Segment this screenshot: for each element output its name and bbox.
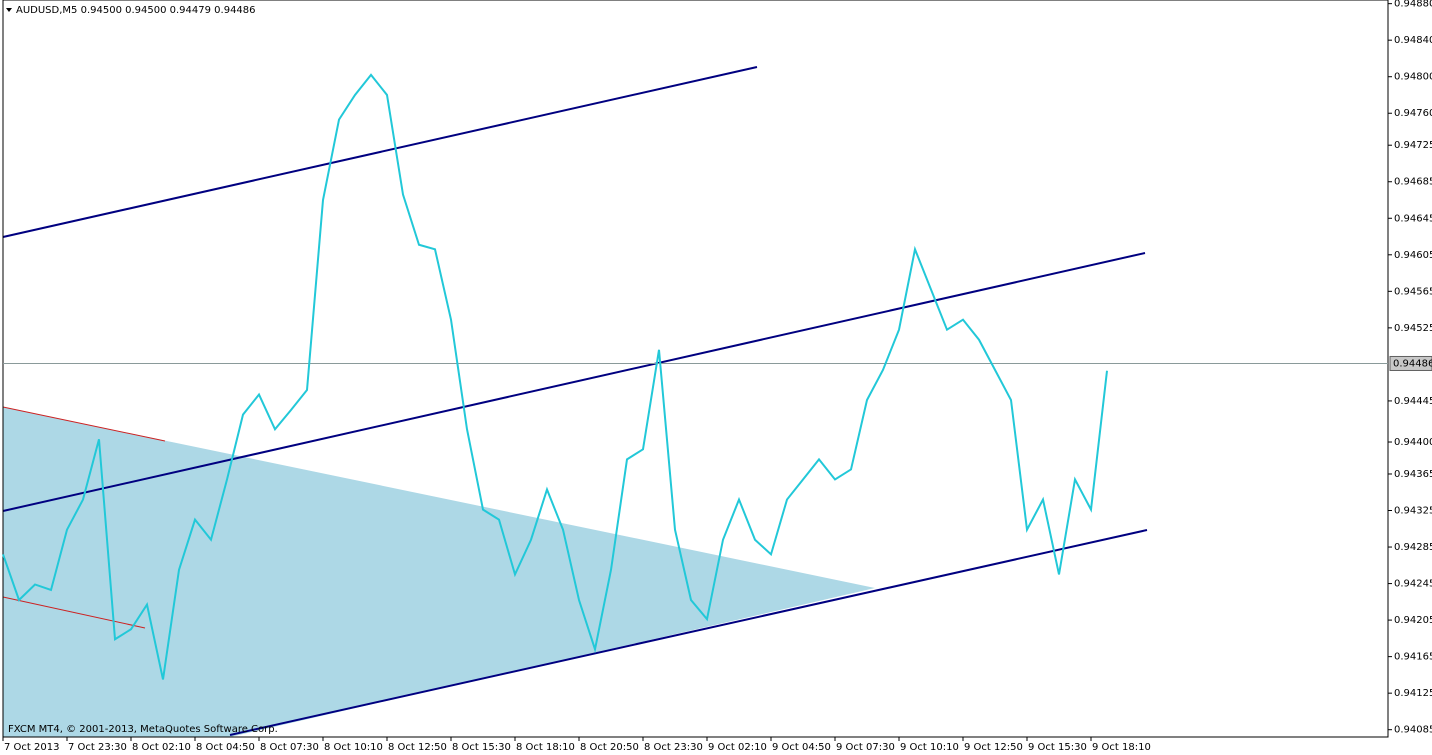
x-tick-label: 8 Oct 02:10 — [132, 742, 191, 753]
x-tick-label: 8 Oct 15:30 — [452, 742, 511, 753]
price-line — [2, 73, 1108, 680]
y-tick-label: 0.94085 — [1394, 725, 1432, 736]
y-tick-label: 0.94325 — [1394, 506, 1432, 517]
y-tick-label: 0.94245 — [1394, 579, 1432, 590]
shaded-triangle — [3, 407, 875, 737]
footer: FXCM MT4, © 2001-2013, MetaQuotes Softwa… — [8, 724, 278, 735]
x-tick-label: 8 Oct 07:30 — [260, 742, 319, 753]
y-tick-label: 0.94645 — [1394, 213, 1432, 224]
red-line — [2, 406, 166, 442]
x-tick-label: 8 Oct 04:50 — [196, 742, 255, 753]
x-tick-label: 7 Oct 2013 — [4, 742, 59, 753]
y-tick-label: 0.94165 — [1394, 652, 1432, 663]
y-tick-label: 0.94525 — [1394, 323, 1432, 334]
y-tick-label: 0.94400 — [1394, 437, 1432, 448]
chart-title: AUDUSD,M5 0.94500 0.94500 0.94479 0.9448… — [16, 5, 256, 16]
red-line — [2, 596, 146, 629]
current-price-box — [1389, 355, 1432, 371]
y-tick-label: 0.94565 — [1394, 286, 1432, 297]
x-tick-label: 9 Oct 15:30 — [1028, 742, 1087, 753]
y-tick-label: 0.94365 — [1394, 469, 1432, 480]
y-tick-label: 0.94445 — [1394, 396, 1432, 407]
x-tick-label: 9 Oct 10:10 — [900, 742, 959, 753]
y-tick-label: 0.94760 — [1394, 108, 1432, 119]
y-tick-label: 0.94205 — [1394, 615, 1432, 626]
x-tick-label: 9 Oct 07:30 — [836, 742, 895, 753]
menu-arrow — [6, 8, 12, 12]
x-tick-label: 8 Oct 23:30 — [644, 742, 703, 753]
y-tick-label: 0.94725 — [1394, 140, 1432, 151]
x-tick-label: 8 Oct 12:50 — [388, 742, 447, 753]
y-tick-label: 0.94605 — [1394, 250, 1432, 261]
current-price-label: 0.94486 — [1393, 358, 1432, 369]
y-tick-label: 0.94840 — [1394, 35, 1432, 46]
channel-line — [229, 529, 1148, 736]
y-tick-label: 0.94880 — [1394, 0, 1432, 10]
x-tick-label: 9 Oct 12:50 — [964, 742, 1023, 753]
x-tick-label: 8 Oct 10:10 — [324, 742, 383, 753]
y-tick-label: 0.94800 — [1394, 72, 1432, 83]
x-tick-label: 9 Oct 02:10 — [708, 742, 767, 753]
y-tick-label: 0.94285 — [1394, 542, 1432, 553]
x-tick-label: 8 Oct 18:10 — [516, 742, 575, 753]
x-tick-label: 8 Oct 20:50 — [580, 742, 639, 753]
channel-line — [2, 252, 1146, 512]
y-tick-label: 0.94125 — [1394, 688, 1432, 699]
plot-frame — [2, 0, 1389, 738]
y-tick-label: 0.94685 — [1394, 177, 1432, 188]
x-tick-label: 7 Oct 23:30 — [68, 742, 127, 753]
x-tick-label: 9 Oct 04:50 — [772, 742, 831, 753]
x-tick-label: 9 Oct 18:10 — [1092, 742, 1151, 753]
channel-line — [2, 66, 758, 238]
